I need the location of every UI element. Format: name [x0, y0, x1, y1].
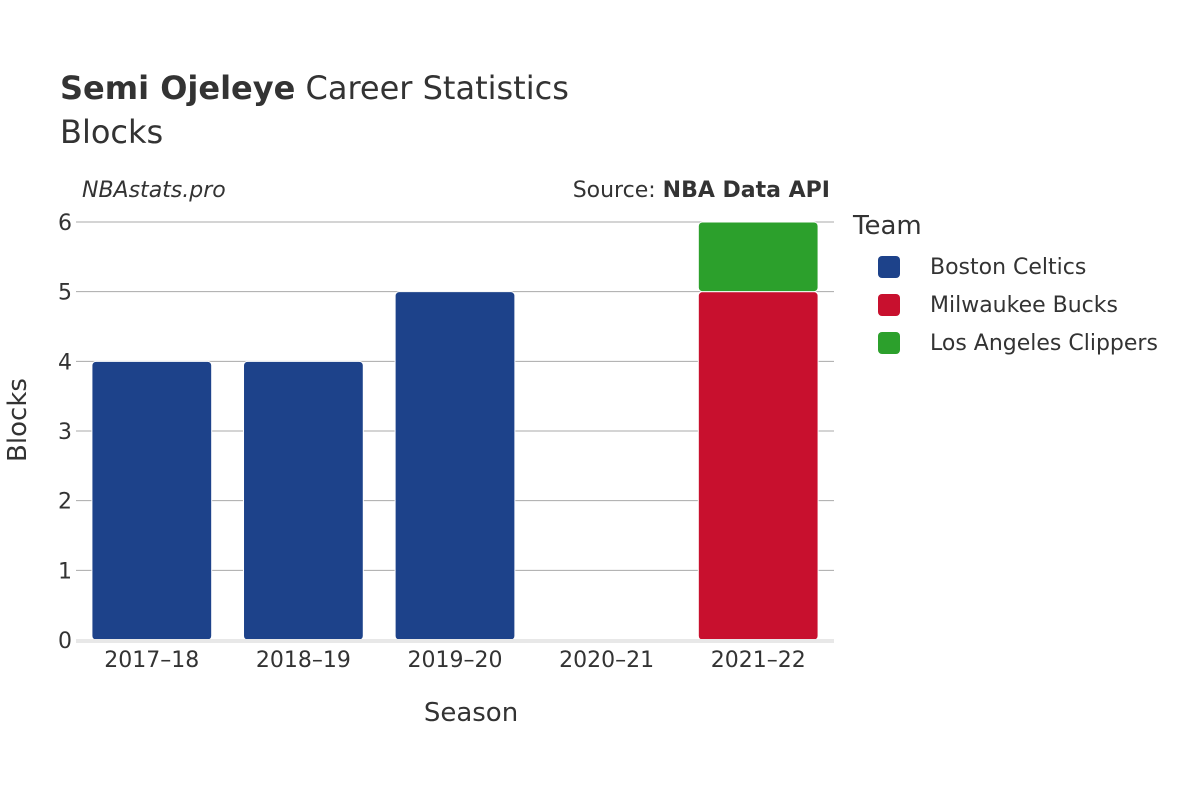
player-name: Semi Ojeleye — [60, 69, 296, 107]
x-tick-label: 2018–19 — [256, 648, 351, 673]
legend-label: Boston Celtics — [930, 254, 1087, 280]
y-axis-title: Blocks — [3, 378, 33, 462]
legend-item-boston-celtics[interactable]: Boston Celtics — [878, 248, 1158, 286]
chart-title: Semi Ojeleye Career Statistics — [60, 68, 569, 108]
x-tick-label: 2021–22 — [711, 648, 806, 673]
title-rest: Career Statistics — [305, 69, 569, 107]
x-axis-title: Season — [424, 698, 518, 728]
bar[interactable] — [697, 221, 819, 293]
legend-label: Los Angeles Clippers — [930, 330, 1158, 356]
bar[interactable] — [91, 360, 213, 641]
legend-title: Team — [853, 211, 922, 241]
x-tick-label: 2019–20 — [408, 648, 503, 673]
x-tick-label: 2020–21 — [559, 648, 654, 673]
legend-swatch — [878, 332, 900, 354]
y-tick-label: 1 — [58, 559, 72, 584]
y-tick-label: 0 — [58, 629, 72, 654]
bar[interactable] — [394, 291, 516, 641]
bar[interactable] — [697, 291, 819, 641]
watermark: NBAstats.pro — [82, 178, 226, 203]
legend-item-los-angeles-clippers[interactable]: Los Angeles Clippers — [878, 324, 1158, 362]
x-tick-label: 2017–18 — [104, 648, 199, 673]
y-tick-label: 5 — [58, 281, 72, 306]
legend-label: Milwaukee Bucks — [930, 292, 1118, 318]
y-tick-label: 4 — [58, 350, 72, 375]
legend: Team Boston Celtics Milwaukee Bucks Los … — [853, 210, 1158, 362]
chart-subtitle: Blocks — [60, 113, 164, 151]
y-tick-label: 6 — [58, 211, 72, 236]
source-name: NBA Data API — [662, 178, 830, 203]
y-tick-label: 3 — [58, 420, 72, 445]
legend-item-milwaukee-bucks[interactable]: Milwaukee Bucks — [878, 286, 1158, 324]
bar[interactable] — [243, 360, 364, 641]
source-credit: Source: NBA Data API — [573, 178, 830, 203]
legend-swatch — [878, 294, 900, 316]
source-prefix: Source: — [572, 178, 663, 203]
legend-swatch — [878, 256, 900, 278]
y-tick-label: 2 — [58, 490, 72, 515]
